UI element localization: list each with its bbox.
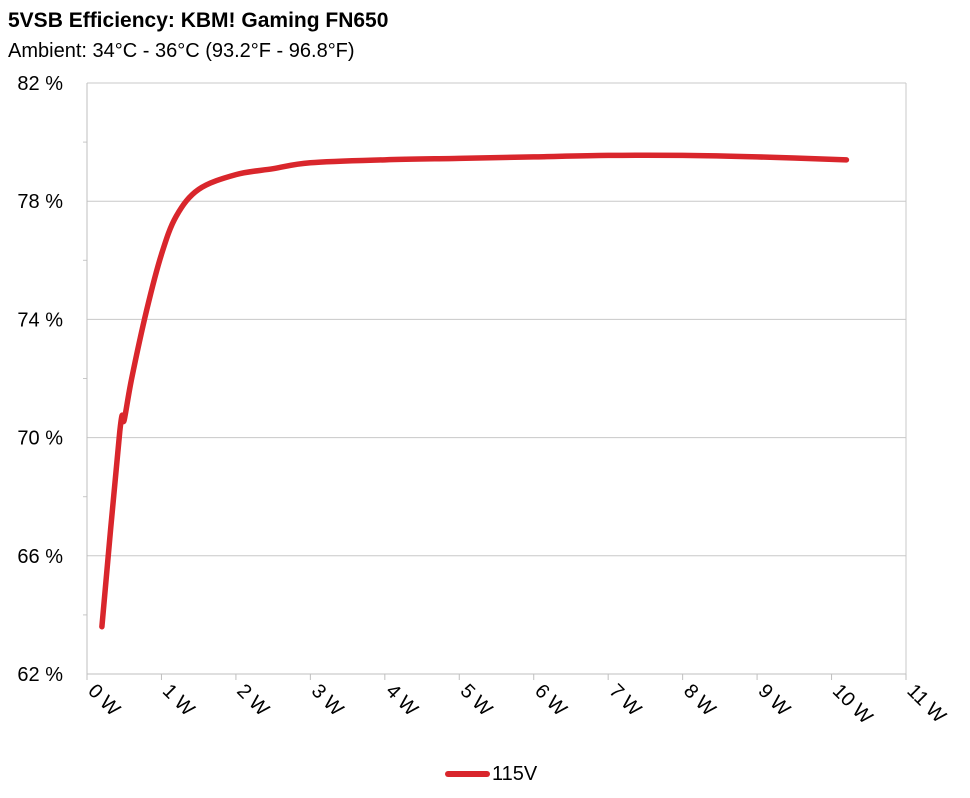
gridlines xyxy=(87,82,906,675)
legend-label-115v: 115V xyxy=(492,762,538,785)
chart-subtitle: Ambient: 34°C - 36°C (93.2°F - 96.8°F) xyxy=(8,40,355,62)
x-tick-label: 7 W xyxy=(605,680,646,721)
x-tick-label: 8 W xyxy=(679,680,720,721)
series-lines xyxy=(99,152,850,630)
legend-swatch-115v xyxy=(445,771,490,777)
y-tick-label: 70 % xyxy=(17,428,63,450)
x-tick-label: 5 W xyxy=(456,680,497,721)
x-tick-label: 4 W xyxy=(381,680,422,721)
x-tick-label: 11 W xyxy=(902,680,950,728)
x-tick-label: 3 W xyxy=(307,680,348,721)
chart-title: 5VSB Efficiency: KBM! Gaming FN650 xyxy=(8,9,389,32)
x-tick-label: 2 W xyxy=(232,680,273,721)
x-tick-label: 9 W xyxy=(754,680,795,721)
y-tick-label: 78 % xyxy=(17,191,63,213)
legend: 115V xyxy=(445,760,537,788)
y-tick-label: 66 % xyxy=(17,546,63,568)
x-tick-label: 6 W xyxy=(530,680,571,721)
y-tick-label: 82 % xyxy=(17,73,63,95)
y-tick-label: 74 % xyxy=(17,309,63,331)
x-tick-label: 10 W xyxy=(828,680,877,729)
tick-labels: 62 % 66 % 70 % 74 % 78 % 82 % 0 W 1 W 2 W 3 W 4 W 5… xyxy=(17,73,950,729)
x-tick-label: 1 W xyxy=(158,680,199,721)
series-line-115v xyxy=(99,152,850,630)
y-tick-label: 62 % xyxy=(17,664,63,686)
x-tick-label: 0 W xyxy=(83,680,124,721)
axes xyxy=(83,83,907,680)
